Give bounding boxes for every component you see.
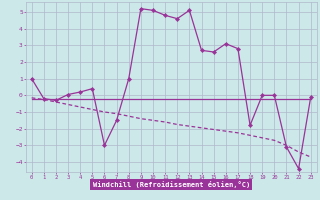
X-axis label: Windchill (Refroidissement éolien,°C): Windchill (Refroidissement éolien,°C) xyxy=(92,181,250,188)
